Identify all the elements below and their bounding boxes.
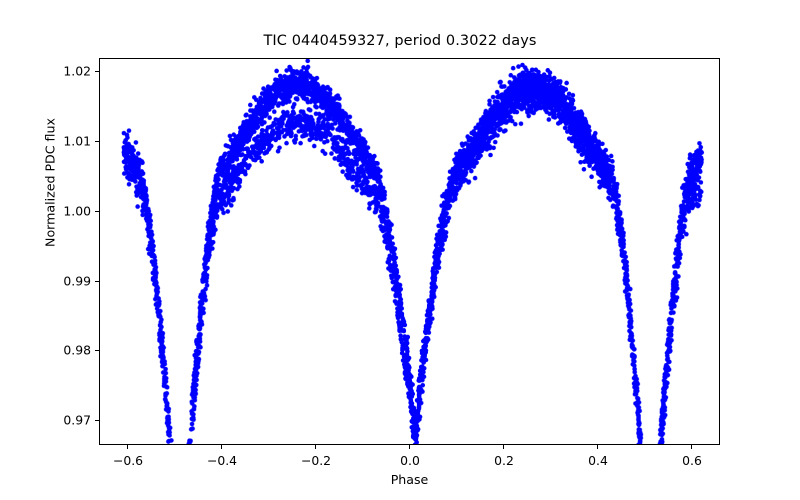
ytick-mark-1.02	[95, 71, 99, 73]
xtick-label-0.4: 0.4	[588, 453, 608, 468]
x-axis-label: Phase	[390, 472, 429, 487]
xtick-mark--0.4	[221, 445, 223, 449]
plot-area	[99, 58, 720, 445]
xtick-mark--0.2	[315, 445, 317, 449]
y-axis-label: Normalized PDC flux	[42, 118, 58, 247]
xtick-mark-0.4	[597, 445, 599, 449]
xtick-mark-0.6	[691, 445, 693, 449]
xtick-label--0.4: −0.4	[206, 453, 238, 468]
scatter-plot-canvas	[100, 59, 719, 444]
xtick-mark-0.2	[503, 445, 505, 449]
xtick-mark-0.0	[409, 445, 411, 449]
ytick-label-0.97: 0.97	[63, 412, 91, 428]
ytick-mark-0.97	[95, 420, 99, 422]
ytick-label-1.01: 1.01	[63, 133, 91, 149]
ytick-label-0.98: 0.98	[63, 342, 91, 358]
ytick-mark-0.98	[95, 350, 99, 352]
ytick-mark-1.00	[95, 211, 99, 213]
xtick-label--0.2: −0.2	[300, 453, 332, 468]
ytick-mark-0.99	[95, 281, 99, 283]
xtick-label--0.6: −0.6	[112, 453, 144, 468]
ytick-label-1.02: 1.02	[63, 63, 91, 79]
xtick-label-0.6: 0.6	[682, 453, 702, 468]
ytick-mark-1.01	[95, 141, 99, 143]
xtick-label-0.0: 0.0	[400, 453, 420, 468]
chart-title: TIC 0440459327, period 0.3022 days	[263, 33, 537, 49]
ytick-label-1.00: 1.00	[63, 203, 91, 219]
ytick-label-0.99: 0.99	[63, 273, 91, 289]
xtick-mark--0.6	[127, 445, 129, 449]
xtick-label-0.2: 0.2	[494, 453, 514, 468]
